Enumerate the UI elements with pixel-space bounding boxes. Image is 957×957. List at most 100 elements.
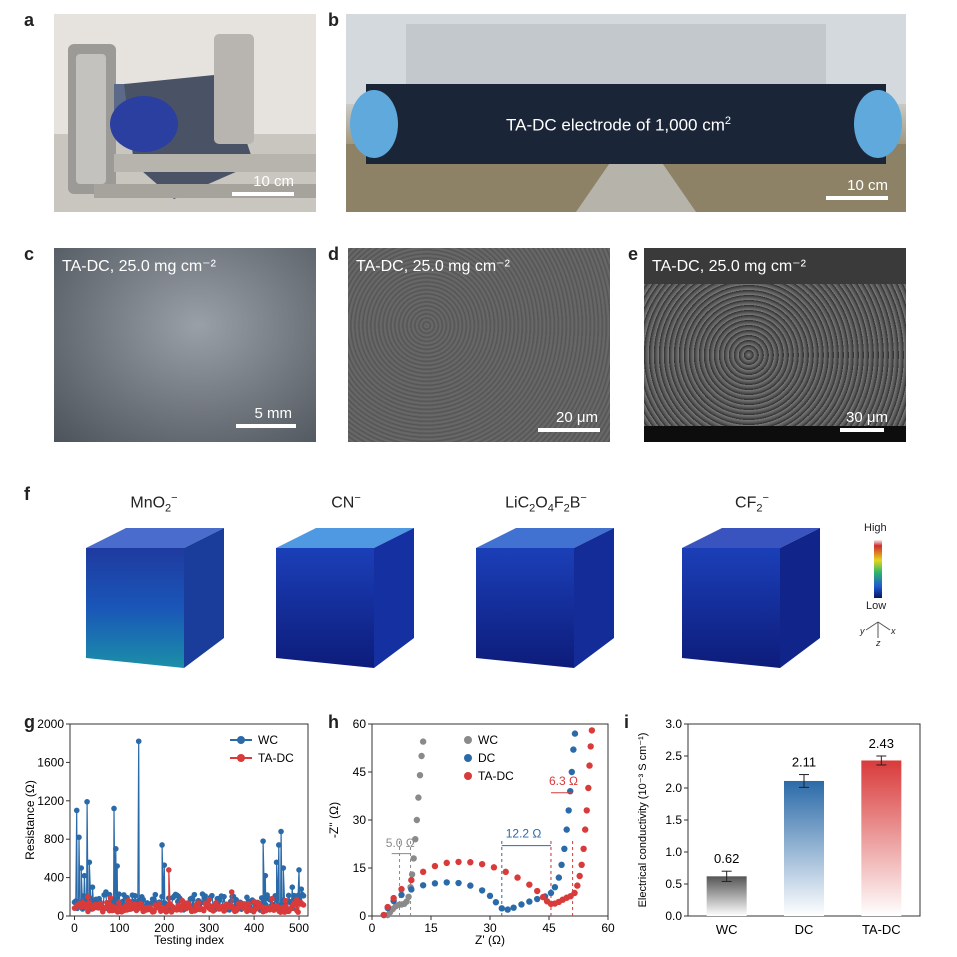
data-point-wc [280, 865, 287, 871]
data-point-wc [81, 872, 88, 879]
colorbar-low-label: Low [866, 600, 887, 612]
legend-marker [464, 772, 472, 780]
data-point-wc [300, 892, 307, 899]
data-point-wc [416, 772, 424, 779]
data-point-wc [84, 798, 90, 805]
y-tick-label: 15 [353, 861, 367, 875]
data-point-wc [413, 816, 421, 824]
panel-label-i: i [624, 712, 630, 732]
legend-label: WC [478, 733, 498, 747]
data-label: 2.11 [792, 755, 816, 770]
x-tick-label: 100 [109, 921, 129, 935]
data-point-ta-dc [191, 908, 198, 914]
data-label: 0.62 [714, 851, 739, 866]
axis-z-label: z [876, 638, 881, 648]
data-point-ta-dc [295, 909, 301, 915]
data-point-dc [431, 880, 439, 887]
legend-label: WC [258, 733, 278, 747]
panel-label-c: c [24, 244, 35, 264]
data-point-dc [408, 886, 415, 893]
x-tick-label: 0 [71, 921, 78, 935]
cube-lic2o4f2b [476, 528, 614, 668]
y-tick-label: 45 [353, 765, 367, 779]
data-point-ta-dc [156, 900, 163, 907]
data-point-ta-dc [588, 727, 596, 734]
data-point-ta-dc [85, 908, 91, 915]
resistance-chart: 0 400 800 1200 1600 2000 0 100 200 300 400 500 Testi… [23, 717, 309, 947]
legend-marker [464, 736, 472, 744]
data-point-wc [209, 892, 215, 899]
x-tick-label: TA-DC [862, 922, 901, 937]
x-tick-label: 60 [601, 921, 615, 935]
data-point-wc [408, 871, 416, 878]
data-point-ta-dc [578, 861, 585, 868]
data-point-dc [558, 861, 565, 868]
data-point-dc [398, 891, 405, 899]
data-point-ta-dc [195, 900, 202, 906]
y-tick-label: 400 [44, 871, 64, 885]
data-point-ta-dc [455, 858, 462, 866]
y-tick-label: 2.5 [665, 749, 682, 763]
x-axis-label: Z' (Ω) [475, 933, 505, 947]
data-point-ta-dc [502, 868, 509, 876]
data-point-wc [111, 805, 117, 812]
data-point-dc [567, 788, 574, 795]
roll-machine-photo: 10 cm [54, 14, 316, 212]
sem-cross-section-image: TA-DC, 25.0 mg cm⁻² 30 μm [644, 248, 906, 442]
data-point-ta-dc [277, 909, 284, 915]
data-point-ta-dc [431, 862, 439, 870]
x-tick-label: 400 [244, 921, 264, 935]
data-point-ta-dc [165, 867, 172, 873]
data-point-wc [191, 891, 198, 898]
legend-label: TA-DC [478, 769, 514, 783]
data-point-ta-dc [269, 895, 275, 902]
data-point-dc [570, 746, 577, 753]
data-point-ta-dc [581, 826, 589, 833]
y-tick-label: 0.5 [665, 877, 682, 891]
data-point-dc [534, 895, 541, 903]
cube-title-cn: CN− [331, 492, 361, 512]
panel-label-h: h [328, 712, 339, 732]
bar-ta-dc [861, 760, 902, 916]
electrode-caption: TA-DC electrode of 1,000 cm2 [506, 115, 732, 135]
y-tick-label: 0.0 [665, 909, 682, 923]
panel-label-b: b [328, 10, 339, 30]
data-point-wc [296, 867, 302, 873]
data-point-ta-dc [114, 909, 121, 915]
y-tick-label: 1600 [37, 755, 64, 769]
cross-section-layer [644, 284, 906, 426]
data-point-ta-dc [490, 864, 498, 871]
y-tick-label: 2000 [37, 717, 64, 731]
data-point-ta-dc [574, 882, 581, 889]
x-tick-label: WC [716, 922, 738, 937]
data-point-wc [151, 896, 157, 903]
data-point-ta-dc [576, 872, 583, 880]
data-point-wc [262, 872, 269, 879]
data-point-wc [415, 794, 422, 801]
panel-label-e: e [628, 244, 639, 264]
data-point-dc [455, 879, 462, 887]
x-tick-label: 0 [369, 921, 376, 935]
data-point-wc [159, 842, 165, 848]
data-point-ta-dc [408, 876, 415, 884]
data-point-dc [561, 845, 568, 852]
data-point-wc [113, 846, 119, 852]
data-point-wc [89, 884, 96, 890]
data-point-wc [152, 891, 159, 898]
annotation-label: 12.2 Ω [506, 827, 542, 841]
data-point-wc [86, 859, 93, 866]
data-point-wc [410, 855, 417, 862]
data-point-wc [278, 828, 284, 835]
data-point-wc [78, 865, 85, 871]
data-point-dc [504, 906, 511, 913]
sem-top-view-image: TA-DC, 25.0 mg cm⁻² 20 μm [348, 248, 610, 442]
data-point-ta-dc [587, 743, 594, 750]
legend-label: DC [478, 751, 496, 765]
data-point-ta-dc [183, 905, 190, 912]
data-point-dc [547, 889, 555, 897]
annotation-label: 5.0 Ω [386, 836, 415, 850]
data-point-dc [510, 904, 517, 911]
legend-label: TA-DC [258, 751, 294, 765]
data-point-ta-dc [253, 906, 260, 912]
data-point-ta-dc [283, 903, 289, 910]
